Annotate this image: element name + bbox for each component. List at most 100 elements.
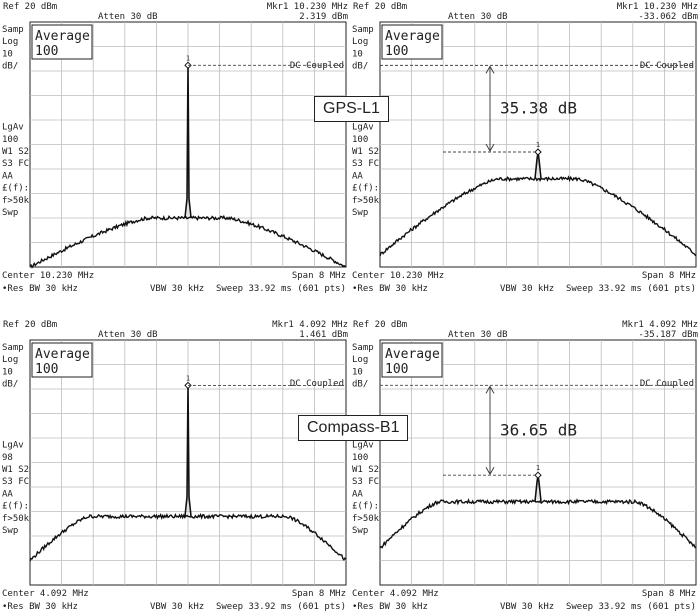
marker-number: 1 [186, 54, 190, 62]
side-annotation: f>50k [2, 196, 30, 206]
center-frequency: Center 10.230 MHz [2, 271, 94, 281]
sweep-time: Sweep 33.92 ms (601 pts) [566, 284, 696, 294]
side-annotation: 100 [352, 135, 368, 145]
resolution-bandwidth: •Res BW 30 kHz [2, 602, 78, 611]
side-annotation: W1 S2 [2, 147, 29, 157]
side-annotation: 100 [2, 135, 18, 145]
side-annotation: AA [352, 171, 363, 181]
side-annotation: S3 FC [352, 159, 379, 169]
side-annotation: £(f): [352, 184, 379, 194]
marker-level: -33.062 dBm [638, 12, 698, 22]
attenuation: Atten 30 dB [448, 330, 508, 340]
side-annotation: Log [352, 37, 368, 47]
delta-arrow-head-top [485, 65, 495, 74]
delta-arrow-head-top [485, 385, 495, 394]
marker-symbol [534, 471, 542, 479]
marker-symbol [534, 148, 542, 156]
side-annotation: Swp [2, 526, 18, 536]
average-count: 100 [385, 362, 408, 377]
side-annotation: LgAv [2, 123, 24, 133]
delta-arrow-head-bottom [485, 143, 495, 153]
center-frequency: Center 10.230 MHz [352, 271, 444, 281]
side-annotation: 10 [2, 367, 13, 377]
side-annotation: dB/ [2, 62, 18, 72]
marker-readout: Mkr1 4.092 MHz [622, 320, 698, 330]
side-annotation: Samp [2, 343, 24, 353]
average-title: Average [385, 347, 440, 362]
dc-coupled-label: DC Coupled [640, 61, 694, 71]
average-box [381, 24, 443, 60]
video-bandwidth: VBW 30 kHz [500, 602, 554, 611]
average-box [31, 24, 93, 60]
side-annotation: Swp [352, 208, 368, 218]
side-annotation: Log [352, 355, 368, 365]
side-annotation: S3 FC [2, 159, 29, 169]
side-annotation: 10 [352, 49, 363, 59]
side-annotation: Swp [2, 208, 18, 218]
side-annotation: Samp [2, 25, 24, 35]
ref-level: Ref 20 dBm [353, 320, 407, 330]
side-annotation: f>50k [2, 514, 30, 524]
span-frequency: Span 8 MHz [642, 271, 696, 281]
marker-level: 2.319 dBm [299, 12, 348, 22]
side-annotation: f>50k [352, 196, 380, 206]
side-annotation: £(f): [352, 502, 379, 512]
side-annotation: Log [2, 355, 18, 365]
video-bandwidth: VBW 30 kHz [150, 284, 204, 294]
resolution-bandwidth: •Res BW 30 kHz [2, 284, 78, 294]
side-annotation: £(f): [2, 502, 29, 512]
side-annotation: dB/ [352, 62, 368, 72]
ref-level: Ref 20 dBm [3, 2, 57, 12]
average-title: Average [35, 347, 90, 362]
side-annotation: 100 [352, 453, 368, 463]
side-annotation: W1 S2 [352, 465, 379, 475]
side-annotation: LgAv [352, 441, 374, 451]
side-annotation: 98 [2, 453, 13, 463]
side-annotation: AA [2, 489, 13, 499]
span-frequency: Span 8 MHz [292, 589, 346, 599]
side-annotation: LgAv [2, 441, 24, 451]
attenuation: Atten 30 dB [98, 12, 158, 22]
dc-coupled-label: DC Coupled [290, 61, 344, 71]
sweep-time: Sweep 33.92 ms (601 pts) [216, 602, 346, 611]
marker-level: 1.461 dBm [299, 330, 348, 340]
resolution-bandwidth: •Res BW 30 kHz [352, 602, 428, 611]
marker-readout: Mkr1 4.092 MHz [272, 320, 348, 330]
side-annotation: W1 S2 [352, 147, 379, 157]
span-frequency: Span 8 MHz [642, 589, 696, 599]
average-count: 100 [385, 44, 408, 59]
average-box [31, 342, 93, 378]
side-annotation: f>50k [352, 514, 380, 524]
side-annotation: Swp [352, 526, 368, 536]
average-title: Average [35, 29, 90, 44]
center-frequency: Center 4.092 MHz [352, 589, 439, 599]
dc-coupled-label: DC Coupled [640, 379, 694, 389]
marker-number: 1 [536, 464, 540, 472]
side-annotation: Samp [352, 25, 374, 35]
signal-label-compass: Compass-B1 [298, 415, 409, 441]
side-annotation: dB/ [2, 380, 18, 390]
spectrum-trace [29, 512, 347, 562]
attenuation: Atten 30 dB [448, 12, 508, 22]
attenuation: Atten 30 dB [98, 330, 158, 340]
dc-coupled-label: DC Coupled [290, 379, 344, 389]
side-annotation: S3 FC [352, 477, 379, 487]
spectrum-trace [379, 175, 697, 257]
marker-level: -35.187 dBm [638, 330, 698, 340]
average-count: 100 [35, 44, 58, 59]
signal-label-gps: GPS-L1 [314, 96, 389, 122]
average-count: 100 [35, 362, 58, 377]
marker-number: 1 [536, 141, 540, 149]
side-annotation: 10 [2, 49, 13, 59]
resolution-bandwidth: •Res BW 30 kHz [352, 284, 428, 294]
ref-level: Ref 20 dBm [3, 320, 57, 330]
side-annotation: S3 FC [2, 477, 29, 487]
delta-arrow-head-bottom [485, 466, 495, 476]
side-annotation: 10 [352, 367, 363, 377]
average-box [381, 342, 443, 378]
side-annotation: £(f): [2, 184, 29, 194]
delta-annotation: 35.38 dB [500, 99, 577, 118]
span-frequency: Span 8 MHz [292, 271, 346, 281]
side-annotation: W1 S2 [2, 465, 29, 475]
